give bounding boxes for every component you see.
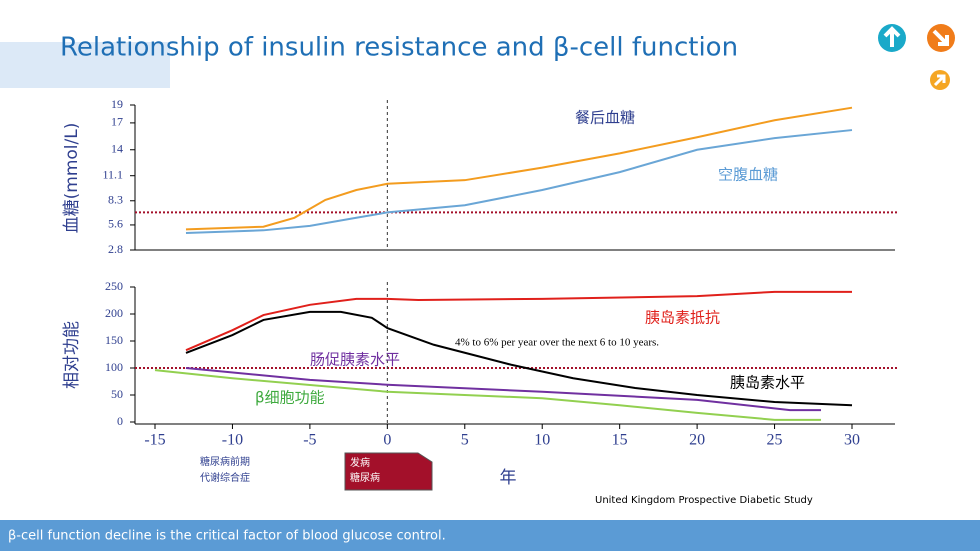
- annotation: 4% to 6% per year over the next 6 to 10 …: [455, 337, 659, 349]
- series-label: 胰岛素水平: [730, 374, 805, 392]
- onset-label: 发病: [350, 456, 370, 469]
- series-line: [185, 290, 852, 352]
- onset-label: 糖尿病: [350, 471, 380, 484]
- y-tick-label: 150: [105, 333, 123, 347]
- stage-label: 代谢综合症: [200, 471, 250, 484]
- y-tick-label: 5.6: [108, 217, 123, 231]
- x-tick-label: 0: [383, 432, 391, 449]
- title-accent: [0, 42, 170, 88]
- source: United Kingdom Prospective Diabetic Stud…: [595, 495, 813, 506]
- y-tick-label: 14: [111, 142, 123, 156]
- onset-box: [344, 452, 433, 491]
- x-tick-label: 30: [844, 432, 860, 449]
- y-axis-label: 相对功能: [62, 321, 82, 389]
- y-tick-label: 250: [105, 279, 123, 293]
- x-tick-label: 20: [689, 432, 705, 449]
- x-tick-label: -15: [144, 432, 165, 449]
- nav-icons: [878, 24, 955, 90]
- y-tick-label: 2.8: [108, 242, 123, 256]
- x-axis-label: 年: [500, 468, 517, 488]
- footer-bar: [0, 520, 980, 551]
- series-line: [154, 369, 822, 421]
- x-tick-label: -10: [222, 432, 243, 449]
- y-tick-label: 100: [105, 360, 123, 374]
- y-axis-label: 血糖(mmol/L): [62, 123, 82, 234]
- footer-text: β-cell function decline is the critical …: [8, 529, 446, 544]
- series-label: 餐后血糖: [575, 109, 635, 127]
- series-label: 空腹血糖: [718, 166, 778, 184]
- series-label: 胰岛素抵抗: [645, 309, 720, 327]
- y-tick-label: 11.1: [102, 167, 123, 181]
- x-tick-label: 10: [534, 432, 550, 449]
- series-line: [185, 129, 853, 234]
- series-line: [185, 106, 853, 231]
- y-tick-label: 200: [105, 306, 123, 320]
- x-tick-label: 15: [612, 432, 628, 449]
- series-line: [185, 310, 853, 407]
- y-tick-label: 0: [117, 414, 123, 428]
- series-label: β细胞功能: [255, 389, 325, 407]
- x-tick-label: -5: [303, 432, 316, 449]
- y-tick-label: 50: [111, 387, 123, 401]
- x-tick-label: 5: [461, 432, 469, 449]
- stage-label: 糖尿病前期: [200, 455, 250, 468]
- y-tick-label: 19: [111, 97, 123, 111]
- y-tick-label: 17: [111, 115, 123, 129]
- series-line: [185, 367, 822, 412]
- x-tick-label: 25: [767, 432, 783, 449]
- y-tick-label: 8.3: [108, 193, 123, 207]
- series-label: 肠促胰素水平: [310, 351, 400, 369]
- slide-title: Relationship of insulin resistance and β…: [60, 33, 738, 63]
